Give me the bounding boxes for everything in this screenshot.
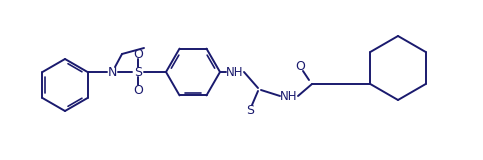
- Text: N: N: [107, 65, 117, 79]
- Text: O: O: [133, 48, 143, 60]
- Text: O: O: [133, 84, 143, 96]
- Text: NH: NH: [226, 65, 244, 79]
- Text: S: S: [246, 104, 254, 116]
- Text: S: S: [134, 65, 142, 79]
- Text: O: O: [295, 60, 305, 72]
- Text: NH: NH: [280, 89, 298, 103]
